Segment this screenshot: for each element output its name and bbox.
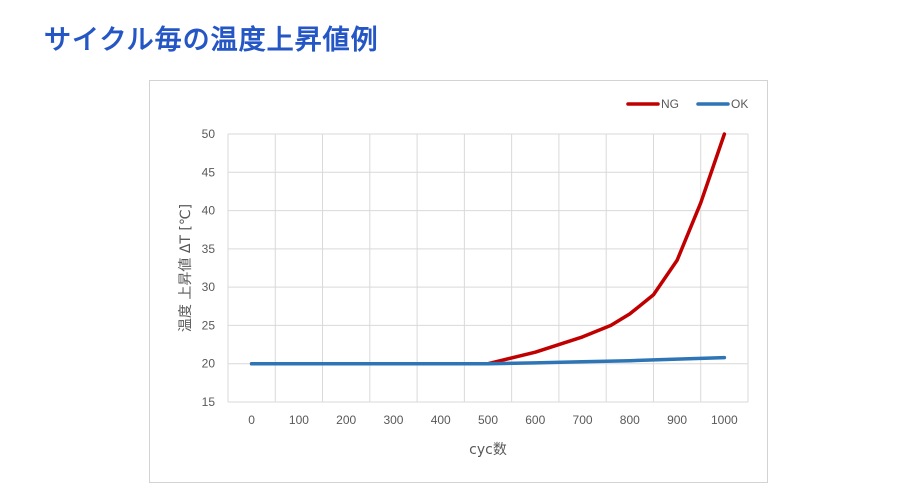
x-tick-label: 600 [525,413,545,427]
series-line-ng [249,132,727,366]
legend-label-ok: OK [731,97,748,111]
legend-label-ng: NG [661,97,679,111]
y-tick-label: 15 [202,395,216,409]
x-tick-label: 800 [620,413,640,427]
x-tick-label: 400 [431,413,451,427]
x-tick-label: 0 [248,413,255,427]
x-axis-label: cyc数 [469,442,507,458]
x-tick-label: 300 [383,413,403,427]
y-tick-label: 50 [202,127,216,141]
slide-title: サイクル毎の温度上昇値例 [44,25,379,56]
series-lines [249,132,727,366]
y-tick-label: 20 [202,357,216,371]
y-tick-label: 45 [202,165,216,179]
y-tick-labels: 15 20 25 30 35 40 45 50 [202,127,216,409]
x-tick-label: 1000 [711,413,738,427]
x-tick-label: 700 [573,413,593,427]
y-tick-label: 25 [202,318,216,332]
x-tick-label: 200 [336,413,356,427]
x-tick-label: 900 [667,413,687,427]
series-line-ok [249,355,727,366]
x-tick-labels: 0 100 200 300 400 500 600 700 800 900 1000 [248,413,738,427]
x-tick-label: 100 [289,413,309,427]
y-tick-label: 30 [202,280,216,294]
y-tick-label: 40 [202,204,216,218]
chart-frame [149,80,768,483]
legend: NG OK [626,97,748,111]
y-axis-label: 温度 上昇値 ΔT [℃] [178,204,194,332]
x-tick-label: 500 [478,413,498,427]
y-tick-label: 35 [202,242,216,256]
gridlines [227,133,749,403]
